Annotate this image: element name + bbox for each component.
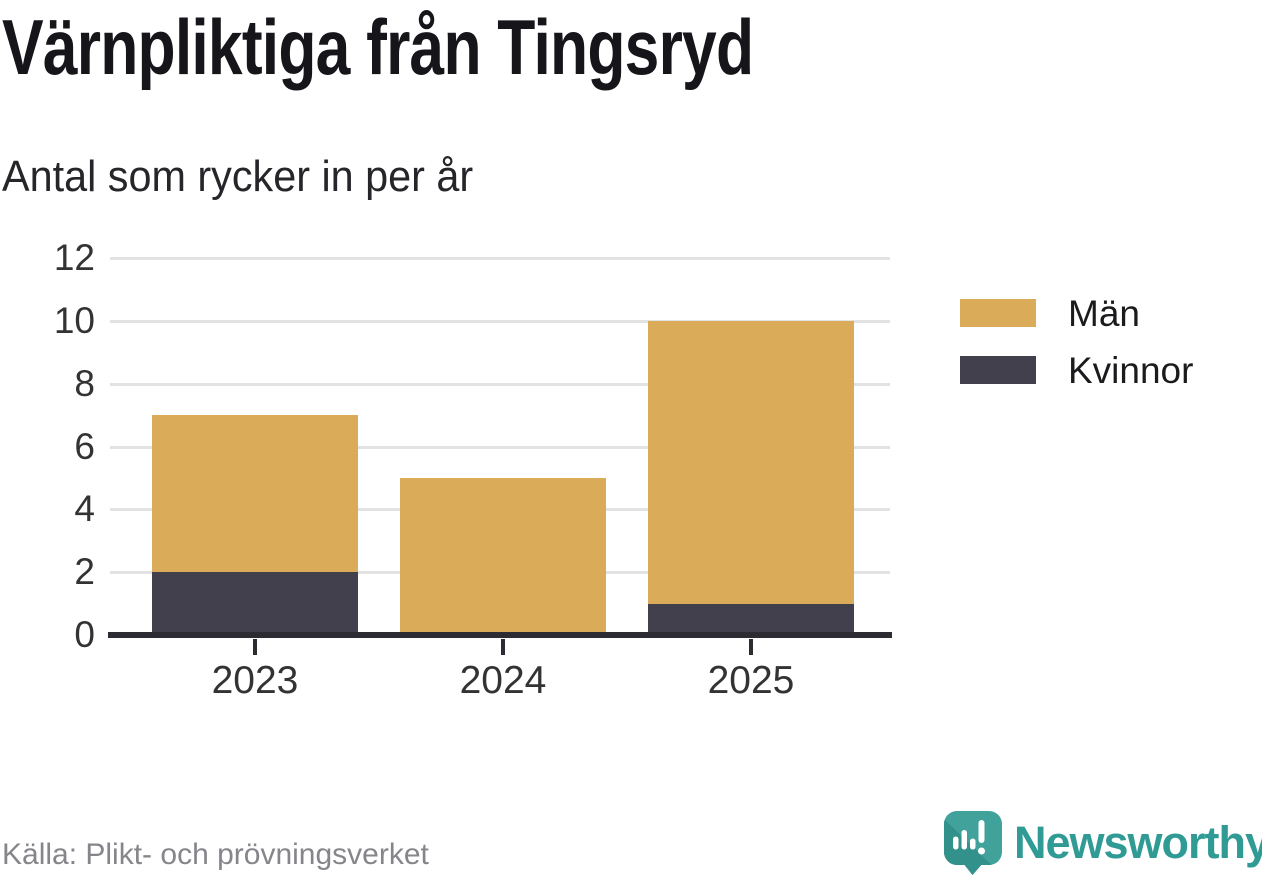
y-axis-label: 12 [53,237,95,278]
x-axis-line [108,632,892,638]
y-axis-label: 6 [74,425,95,467]
legend-item: Män [960,295,1193,332]
x-axis-tick [749,639,753,655]
y-axis-labels: 0 2 4 6 8 10 12 [0,237,95,655]
y-axis-label: 4 [74,488,95,530]
newsworthy-logo: Newsworthy [944,811,1262,875]
x-axis-label: 2023 [211,659,299,702]
gridline [110,257,890,260]
y-axis-label: 0 [74,614,95,655]
legend-item: Kvinnor [960,352,1193,389]
gridline [110,319,890,323]
legend-swatch [960,299,1036,327]
newsworthy-logo-icon [944,811,1002,875]
gridline [110,445,890,449]
gridline [110,382,890,386]
bar-segment-män [152,415,358,573]
newsworthy-logo-text: Newsworthy [1014,817,1262,868]
x-axis-tick [253,639,257,655]
x-axis-tick [501,639,505,655]
plot-area: 2023 2024 2025 [108,257,892,702]
y-axis-label: 2 [74,551,95,593]
source-label: Källa: Plikt- och prövningsverket [2,838,429,871]
chart-title: Värnpliktiga från Tingsryd [2,3,754,91]
legend-label: Kvinnor [1068,349,1194,391]
y-axis-label: 10 [53,299,95,341]
y-axis-label: 8 [74,362,95,404]
legend-swatch [960,356,1036,384]
x-axis-label: 2024 [459,659,547,702]
bar-segment-kvinnor [648,603,854,635]
bar-segment-män [648,320,854,604]
bar-segment-kvinnor [152,572,358,635]
chart-subtitle: Antal som rycker in per år [2,152,474,201]
bar-segment-män [400,477,606,635]
chart-legend: Män Kvinnor [960,295,1193,413]
x-axis-label: 2025 [707,659,795,702]
legend-label: Män [1068,292,1140,334]
